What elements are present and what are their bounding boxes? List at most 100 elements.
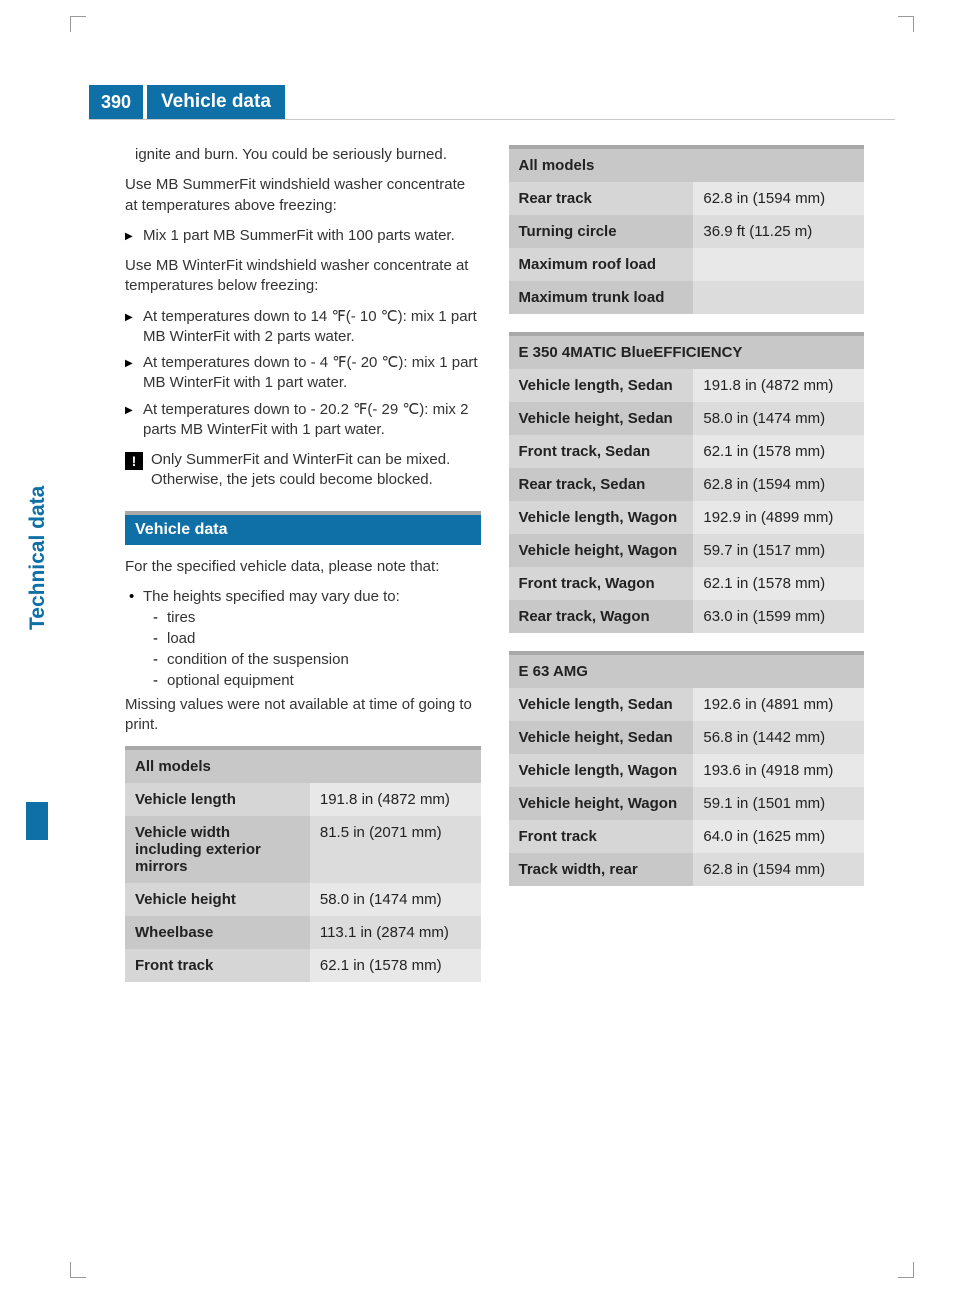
table-row: Maximum roof load: [509, 248, 865, 281]
crop-mark: [898, 1262, 914, 1278]
winterfit-list: At temperatures down to 14 ℉(- 10 ℃): mi…: [125, 307, 481, 441]
table-cell-value: 64.0 in (1625 mm): [693, 820, 864, 853]
list-item: tires: [153, 607, 481, 628]
heights-note-list: The heights specified may vary due to: t…: [129, 587, 481, 691]
table-row: Rear track, Sedan62.8 in (1594 mm): [509, 468, 865, 501]
page-number: 390: [89, 85, 143, 119]
table-row: Vehicle length191.8 in (4872 mm): [125, 783, 481, 816]
side-tab-label: Technical data: [26, 486, 50, 630]
list-item: At temperatures down to 14 ℉(- 10 ℃): mi…: [125, 307, 481, 348]
caution-note: ! Only SummerFit and WinterFit can be mi…: [125, 450, 481, 491]
heights-intro-item: The heights specified may vary due to: t…: [129, 587, 481, 691]
table-row: Vehicle length, Sedan192.6 in (4891 mm): [509, 688, 865, 721]
table-cell-label: Vehicle length, Wagon: [509, 754, 694, 787]
table-cell-value: 62.8 in (1594 mm): [693, 468, 864, 501]
header-spacer: [285, 85, 895, 119]
caution-icon: !: [125, 452, 143, 470]
table-row: Maximum trunk load: [509, 281, 865, 314]
table-row: Vehicle length, Sedan191.8 in (4872 mm): [509, 369, 865, 402]
table-cell-value: 58.0 in (1474 mm): [693, 402, 864, 435]
table-all-models-1: All models Vehicle length191.8 in (4872 …: [125, 746, 481, 982]
page-header: 390 Vehicle data: [89, 85, 895, 120]
list-item: condition of the suspension: [153, 649, 481, 670]
table-row: Vehicle height, Wagon59.1 in (1501 mm): [509, 787, 865, 820]
table-row: Front track64.0 in (1625 mm): [509, 820, 865, 853]
table-all-models-2: All models Rear track62.8 in (1594 mm)Tu…: [509, 145, 865, 314]
table-cell-label: Front track: [125, 949, 310, 982]
side-tab-block: [26, 802, 48, 840]
note-intro: For the specified vehicle data, please n…: [125, 557, 481, 577]
table-title: All models: [509, 147, 865, 182]
list-item: optional equipment: [153, 670, 481, 691]
table-cell-label: Track width, rear: [509, 853, 694, 886]
table-cell-label: Vehicle height: [125, 883, 310, 916]
table-cell-value: 192.6 in (4891 mm): [693, 688, 864, 721]
page: 390 Vehicle data Technical data ignite a…: [0, 0, 954, 1294]
table-cell-value: 191.8 in (4872 mm): [310, 783, 481, 816]
table-title: E 350 4MATIC BlueEFFICIENCY: [509, 334, 865, 369]
table-cell-value: 62.8 in (1594 mm): [693, 182, 864, 215]
list-item: At temperatures down to - 20.2 ℉(- 29 ℃)…: [125, 400, 481, 441]
caution-note-text: Only SummerFit and WinterFit can be mixe…: [151, 450, 481, 491]
table-cell-value: 113.1 in (2874 mm): [310, 916, 481, 949]
table-cell-label: Vehicle length, Sedan: [509, 688, 694, 721]
table-row: Rear track62.8 in (1594 mm): [509, 182, 865, 215]
table-cell-label: Maximum roof load: [509, 248, 694, 281]
winterfit-intro: Use MB WinterFit windshield washer conce…: [125, 256, 481, 297]
table-row: Vehicle width including exterior mirrors…: [125, 816, 481, 883]
table-cell-value: 62.1 in (1578 mm): [310, 949, 481, 982]
table-cell-label: Front track, Wagon: [509, 567, 694, 600]
heights-sublist: tiresloadcondition of the suspensionopti…: [153, 607, 481, 691]
table-cell-value: 59.1 in (1501 mm): [693, 787, 864, 820]
list-item: load: [153, 628, 481, 649]
table-cell-value: 58.0 in (1474 mm): [310, 883, 481, 916]
table-cell-value: 62.8 in (1594 mm): [693, 853, 864, 886]
table-cell-value: 36.9 ft (11.25 m): [693, 215, 864, 248]
table-cell-label: Vehicle height, Sedan: [509, 402, 694, 435]
table-row: Rear track, Wagon63.0 in (1599 mm): [509, 600, 865, 633]
table-row: Vehicle height58.0 in (1474 mm): [125, 883, 481, 916]
table-row: Wheelbase113.1 in (2874 mm): [125, 916, 481, 949]
table-cell-value: 62.1 in (1578 mm): [693, 567, 864, 600]
table-row: Vehicle height, Sedan56.8 in (1442 mm): [509, 721, 865, 754]
continuation-text: ignite and burn. You could be seriously …: [125, 145, 481, 165]
table-cell-value: 59.7 in (1517 mm): [693, 534, 864, 567]
table-cell-value: [693, 248, 864, 281]
table-row: Front track62.1 in (1578 mm): [125, 949, 481, 982]
table-row: Track width, rear62.8 in (1594 mm): [509, 853, 865, 886]
heights-intro-text: The heights specified may vary due to:: [143, 588, 400, 605]
page-title: Vehicle data: [147, 85, 285, 119]
table-row: Turning circle36.9 ft (11.25 m): [509, 215, 865, 248]
section-heading: Vehicle data: [125, 511, 481, 545]
table-cell-label: Turning circle: [509, 215, 694, 248]
table-cell-label: Rear track, Wagon: [509, 600, 694, 633]
table-cell-value: [693, 281, 864, 314]
right-column: All models Rear track62.8 in (1594 mm)Tu…: [509, 145, 865, 1000]
table-cell-label: Wheelbase: [125, 916, 310, 949]
crop-mark: [898, 16, 914, 32]
table-row: Vehicle length, Wagon192.9 in (4899 mm): [509, 501, 865, 534]
table-cell-label: Vehicle length: [125, 783, 310, 816]
left-column: ignite and burn. You could be seriously …: [125, 145, 481, 1000]
table-e350: E 350 4MATIC BlueEFFICIENCY Vehicle leng…: [509, 332, 865, 633]
content-area: ignite and burn. You could be seriously …: [125, 145, 864, 1000]
table-cell-value: 191.8 in (4872 mm): [693, 369, 864, 402]
missing-values-note: Missing values were not available at tim…: [125, 695, 481, 736]
table-cell-value: 63.0 in (1599 mm): [693, 600, 864, 633]
table-title: E 63 AMG: [509, 653, 865, 688]
table-cell-label: Vehicle width including exterior mirrors: [125, 816, 310, 883]
table-cell-label: Vehicle length, Sedan: [509, 369, 694, 402]
table-cell-label: Front track, Sedan: [509, 435, 694, 468]
list-item: Mix 1 part MB SummerFit with 100 parts w…: [125, 226, 481, 246]
table-row: Vehicle height, Sedan58.0 in (1474 mm): [509, 402, 865, 435]
table-row: Front track, Wagon62.1 in (1578 mm): [509, 567, 865, 600]
table-cell-label: Vehicle height, Sedan: [509, 721, 694, 754]
crop-mark: [70, 1262, 86, 1278]
table-row: Vehicle height, Wagon59.7 in (1517 mm): [509, 534, 865, 567]
table-cell-label: Rear track, Sedan: [509, 468, 694, 501]
table-cell-value: 192.9 in (4899 mm): [693, 501, 864, 534]
table-row: Front track, Sedan62.1 in (1578 mm): [509, 435, 865, 468]
table-cell-label: Rear track: [509, 182, 694, 215]
table-cell-value: 81.5 in (2071 mm): [310, 816, 481, 883]
table-row: Vehicle length, Wagon193.6 in (4918 mm): [509, 754, 865, 787]
